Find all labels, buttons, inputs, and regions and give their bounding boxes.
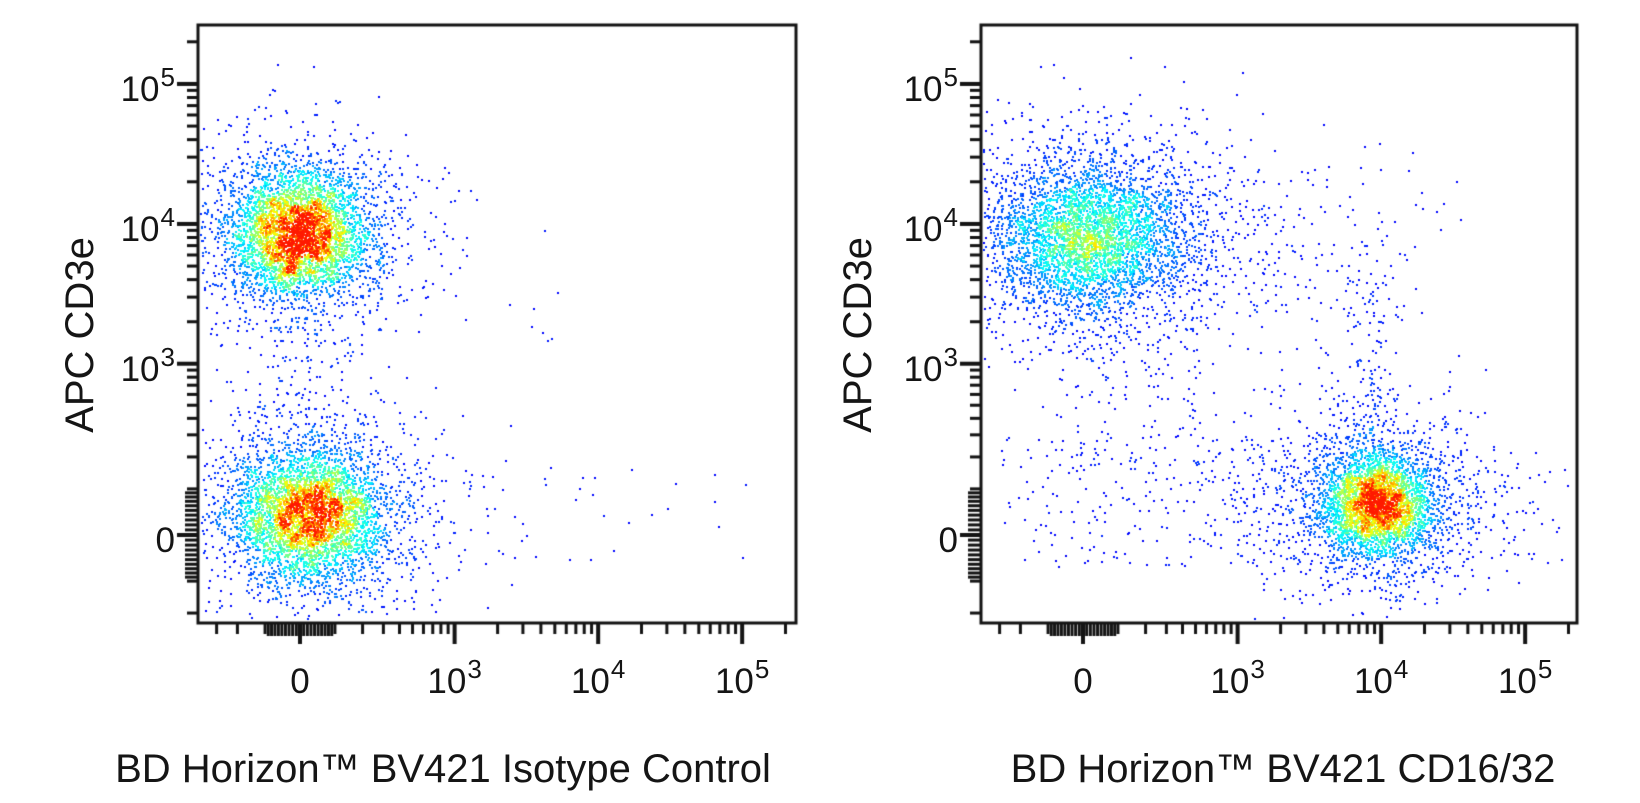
x-tick-label: 104 bbox=[1353, 654, 1409, 701]
y-tick-label: 0 bbox=[938, 521, 958, 560]
x-tick-label: 105 bbox=[1497, 654, 1553, 701]
x-tick-label: 0 bbox=[290, 662, 310, 701]
x-tick-label: 104 bbox=[570, 654, 626, 701]
x-tick-label: 105 bbox=[714, 654, 770, 701]
x-tick-label: 103 bbox=[427, 654, 482, 701]
y-axis-label-left: APC CD3e bbox=[58, 237, 102, 433]
y-tick-label: 103 bbox=[120, 341, 175, 389]
y-tick-label: 105 bbox=[903, 61, 958, 109]
y-tick-label: 103 bbox=[903, 341, 958, 389]
x-tick-label: 0 bbox=[1073, 662, 1093, 701]
y-tick-label: 104 bbox=[120, 201, 175, 249]
y-tick-label: 104 bbox=[903, 201, 958, 249]
x-axis-title-left: BD Horizon™ BV421 Isotype Control bbox=[115, 747, 771, 791]
y-tick-label: 0 bbox=[155, 521, 175, 560]
x-axis-title-right: BD Horizon™ BV421 CD16/32 bbox=[1010, 747, 1556, 791]
y-axis-label-right: APC CD3e bbox=[836, 237, 880, 433]
y-tick-label: 105 bbox=[120, 61, 175, 109]
x-tick-label: 103 bbox=[1210, 654, 1265, 701]
